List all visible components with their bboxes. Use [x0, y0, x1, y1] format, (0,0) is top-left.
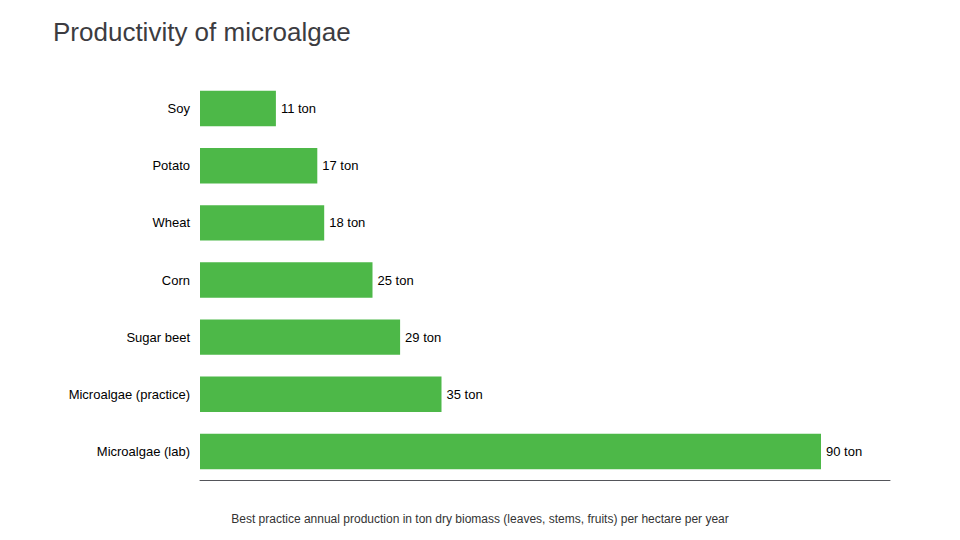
svg-text:Microalgae (practice): Microalgae (practice)	[69, 387, 190, 402]
svg-text:25 ton: 25 ton	[378, 273, 414, 288]
svg-text:Microalgae (lab): Microalgae (lab)	[97, 444, 190, 459]
svg-text:17 ton: 17 ton	[322, 158, 358, 173]
svg-text:Wheat: Wheat	[152, 215, 190, 230]
svg-text:35 ton: 35 ton	[447, 387, 483, 402]
svg-text:Productivity of microalgae: Productivity of microalgae	[53, 17, 351, 47]
svg-text:Sugar beet: Sugar beet	[126, 330, 190, 345]
svg-text:29 ton: 29 ton	[405, 330, 441, 345]
svg-text:Corn: Corn	[162, 273, 190, 288]
svg-text:Potato: Potato	[152, 158, 190, 173]
svg-text:Best practice annual productio: Best practice annual production in ton d…	[231, 512, 729, 526]
svg-text:90 ton: 90 ton	[826, 444, 862, 459]
svg-text:11 ton: 11 ton	[281, 101, 316, 116]
svg-text:Soy: Soy	[168, 101, 191, 116]
svg-text:18 ton: 18 ton	[329, 215, 365, 230]
